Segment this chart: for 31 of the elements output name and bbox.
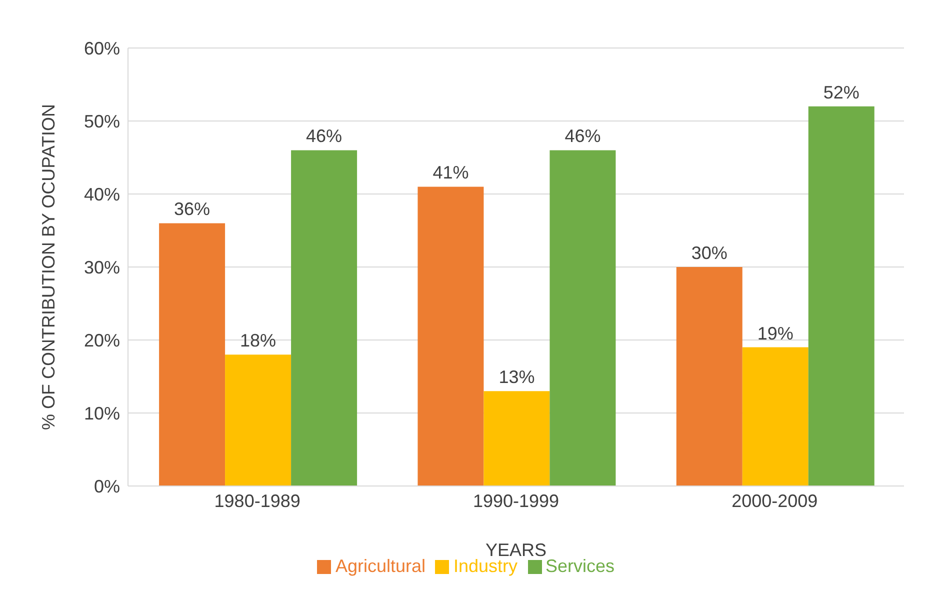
bar xyxy=(676,267,742,486)
x-tick-label: 1980-1989 xyxy=(214,490,300,511)
data-label: 30% xyxy=(691,243,728,263)
y-tick-label: 60% xyxy=(84,38,120,58)
bar xyxy=(550,150,616,486)
y-tick-label: 50% xyxy=(84,111,120,132)
data-label: 52% xyxy=(823,82,860,102)
bar xyxy=(742,347,808,486)
data-label: 46% xyxy=(306,126,342,146)
y-tick-label: 10% xyxy=(84,403,120,424)
data-label: 36% xyxy=(174,199,210,220)
y-tick-label: 20% xyxy=(84,330,120,350)
bar xyxy=(159,223,226,486)
y-tick-label: 40% xyxy=(84,184,120,204)
bar xyxy=(808,106,874,486)
bar xyxy=(225,354,292,486)
data-label: 13% xyxy=(498,367,535,388)
data-label: 19% xyxy=(757,323,794,344)
bar xyxy=(418,186,484,486)
bar xyxy=(291,150,358,486)
data-label: 46% xyxy=(564,126,601,146)
x-tick-label: 2000-2009 xyxy=(732,490,818,511)
data-label: 41% xyxy=(432,162,469,183)
y-axis-title: % OF CONTRIBUTION BY OCUPATION xyxy=(38,104,58,430)
legend-label: Services xyxy=(546,556,615,576)
x-tick-label: 1990-1999 xyxy=(472,490,560,511)
bar xyxy=(484,391,550,486)
legend-label: Agricultural xyxy=(335,556,426,576)
data-label: 18% xyxy=(240,330,276,351)
y-tick-label: 30% xyxy=(84,257,120,278)
y-tick-label: 0% xyxy=(94,476,120,496)
